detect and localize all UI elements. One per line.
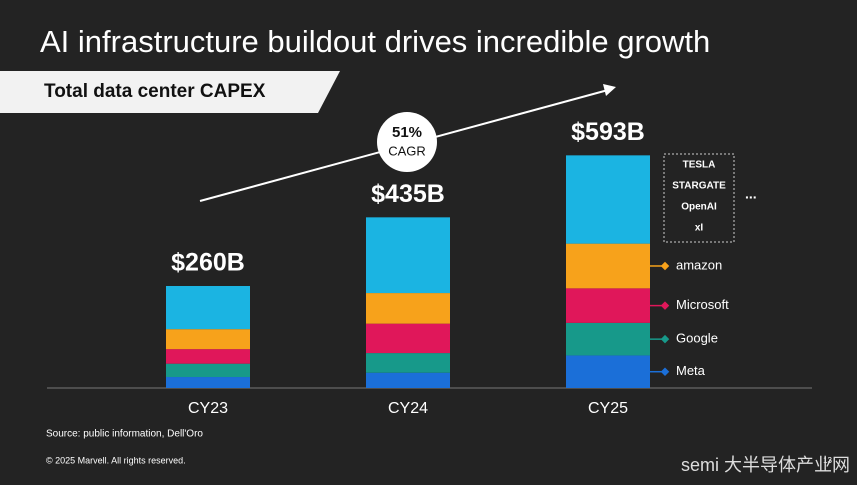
bar-segment: [166, 377, 250, 388]
cagr-label: CAGR: [388, 143, 426, 158]
legend-marker: [660, 334, 670, 344]
x-tick-label: CY25: [588, 400, 628, 417]
footer: © 2025 Marvell. All rights reserved.: [46, 455, 186, 465]
others-box: [663, 153, 735, 243]
legend-label: amazon: [676, 257, 722, 272]
cagr-circle: [377, 112, 437, 172]
bar-segment: [166, 329, 250, 350]
arrow-head: [603, 84, 616, 96]
bar-segment: [366, 293, 450, 324]
bar-segment: [566, 243, 650, 289]
page-number: 13: [823, 456, 832, 465]
bar-segment: [366, 323, 450, 354]
other-company: xI: [695, 223, 704, 234]
x-tick-label: CY24: [388, 400, 428, 417]
other-company: TESLA: [683, 160, 716, 171]
bar-segment: [566, 155, 650, 244]
legend-label: Microsoft: [676, 297, 729, 312]
title: AI infrastructure buildout drives incred…: [40, 24, 710, 59]
bar-segment: [366, 217, 450, 294]
more: ...: [745, 186, 757, 202]
total-label: $260B: [171, 249, 245, 277]
cagr-value: 51%: [392, 124, 422, 141]
bar-segment: [566, 322, 650, 356]
bar-segment: [166, 285, 250, 330]
other-company: STARGATE: [672, 181, 726, 192]
subtitle-box: [0, 71, 340, 113]
subtitle: Total data center CAPEX: [44, 81, 266, 102]
other-company: OpenAI: [681, 202, 717, 213]
source: Source: public information, Dell'Oro: [46, 429, 203, 440]
bar-segment: [566, 355, 650, 388]
bar-segment: [366, 372, 450, 388]
bar-segment: [166, 349, 250, 364]
watermark: semi 大半导体产业网: [681, 455, 850, 475]
total-label: $435B: [371, 180, 445, 208]
bar-segment: [366, 353, 450, 373]
bar-segment: [166, 363, 250, 378]
legend-marker: [660, 367, 670, 376]
legend-label: Google: [676, 331, 718, 346]
legend-label: Meta: [676, 363, 706, 378]
x-tick-label: CY23: [188, 400, 228, 417]
total-label: $593B: [571, 118, 645, 146]
legend-marker: [660, 261, 670, 271]
bar-segment: [566, 288, 650, 323]
legend-marker: [660, 301, 670, 310]
